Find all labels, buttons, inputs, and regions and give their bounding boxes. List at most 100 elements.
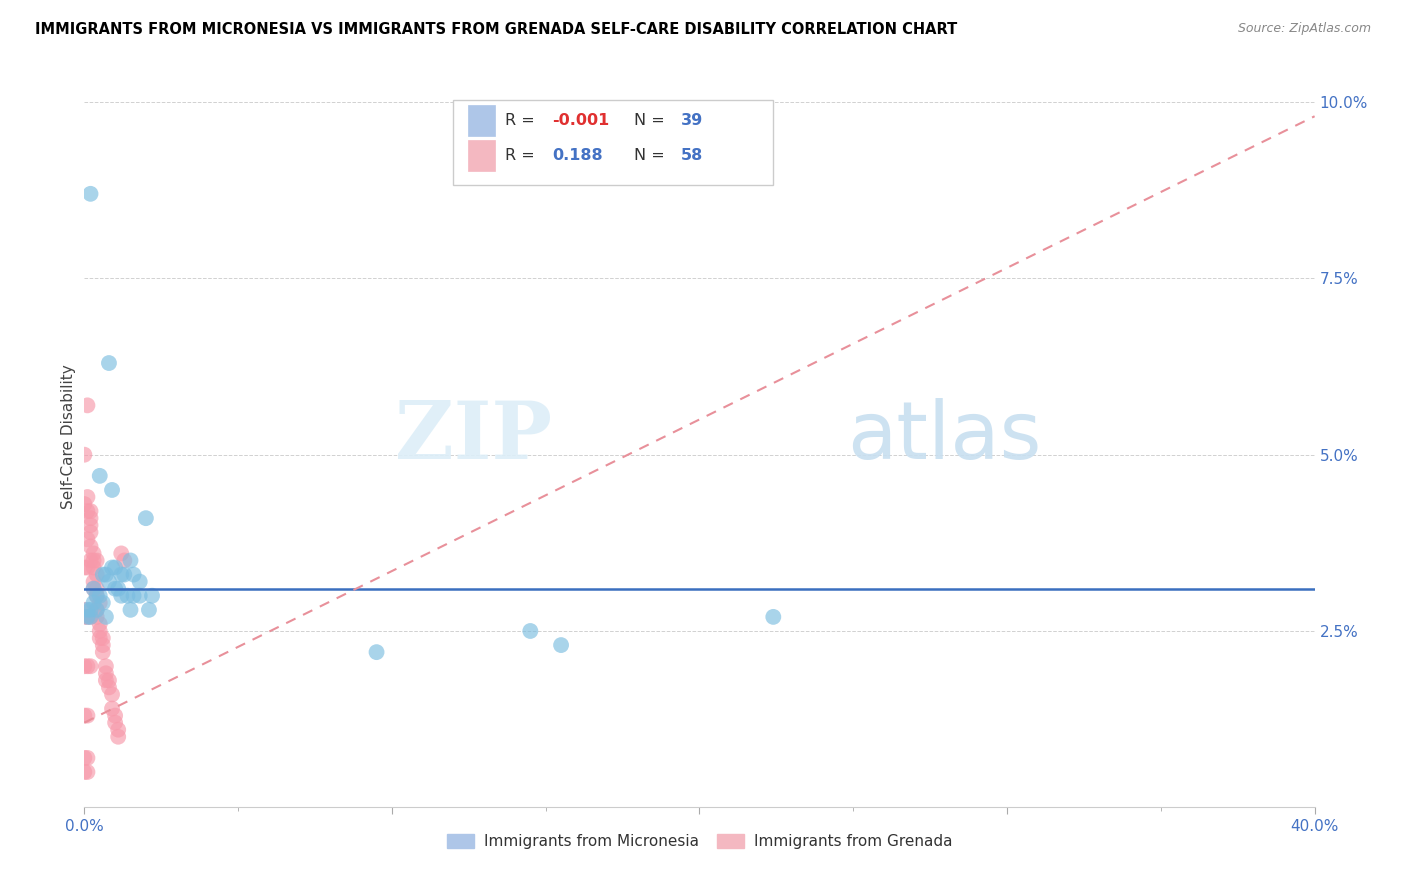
Text: 58: 58 [681, 148, 703, 163]
Point [83, 553, 105, 567]
Point [120, 603, 142, 617]
Point [89, 596, 111, 610]
Point [76, 751, 98, 765]
Point [101, 688, 124, 702]
Bar [468, 105, 495, 136]
Point [76, 603, 98, 617]
Point [91, 638, 114, 652]
Point [94, 567, 117, 582]
Text: N =: N = [634, 113, 671, 128]
Point [86, 610, 108, 624]
Point [94, 610, 117, 624]
Point [762, 610, 785, 624]
Point [83, 574, 105, 589]
Point [73, 708, 96, 723]
Point [122, 589, 145, 603]
FancyBboxPatch shape [454, 100, 773, 186]
Point [101, 701, 124, 715]
Point [135, 511, 157, 525]
Point [110, 567, 132, 582]
Point [86, 582, 108, 596]
Point [83, 582, 105, 596]
Text: ZIP: ZIP [395, 398, 553, 476]
Point [101, 483, 124, 497]
Point [91, 567, 114, 582]
Point [79, 504, 101, 518]
Point [141, 589, 163, 603]
Point [104, 708, 127, 723]
Point [94, 666, 117, 681]
Point [366, 645, 388, 659]
Point [519, 624, 541, 638]
Point [117, 589, 139, 603]
Y-axis label: Self-Care Disability: Self-Care Disability [60, 365, 76, 509]
Text: IMMIGRANTS FROM MICRONESIA VS IMMIGRANTS FROM GRENADA SELF-CARE DISABILITY CORRE: IMMIGRANTS FROM MICRONESIA VS IMMIGRANTS… [35, 22, 957, 37]
Point [76, 398, 98, 412]
Point [89, 631, 111, 645]
Point [104, 582, 127, 596]
Point [86, 589, 108, 603]
Point [76, 610, 98, 624]
Point [112, 567, 135, 582]
Point [76, 560, 98, 574]
Point [73, 448, 96, 462]
Point [83, 582, 105, 596]
Point [76, 504, 98, 518]
Point [79, 553, 101, 567]
Point [73, 560, 96, 574]
Point [86, 567, 108, 582]
Point [107, 723, 129, 737]
Text: 39: 39 [681, 113, 703, 128]
Point [73, 764, 96, 779]
Point [83, 560, 105, 574]
Point [110, 589, 132, 603]
Point [76, 659, 98, 673]
Point [91, 631, 114, 645]
Point [79, 610, 101, 624]
Point [86, 603, 108, 617]
Point [73, 497, 96, 511]
Point [128, 589, 150, 603]
Text: 0.188: 0.188 [553, 148, 603, 163]
Point [79, 540, 101, 554]
Point [79, 525, 101, 540]
Bar [468, 140, 495, 171]
Point [98, 356, 120, 370]
Point [138, 603, 160, 617]
Point [98, 681, 120, 695]
Text: atlas: atlas [848, 398, 1042, 476]
Point [76, 533, 98, 547]
Point [101, 560, 124, 574]
Point [104, 715, 127, 730]
Point [76, 764, 98, 779]
Point [89, 616, 111, 631]
Point [79, 511, 101, 525]
Point [73, 751, 96, 765]
Point [83, 596, 105, 610]
Point [98, 673, 120, 688]
Point [107, 582, 129, 596]
Point [104, 560, 127, 574]
Point [76, 490, 98, 504]
Point [86, 603, 108, 617]
Point [94, 673, 117, 688]
Point [79, 659, 101, 673]
Point [86, 553, 108, 567]
Point [98, 574, 120, 589]
Legend: Immigrants from Micronesia, Immigrants from Grenada: Immigrants from Micronesia, Immigrants f… [441, 828, 957, 855]
Point [94, 659, 117, 673]
Point [128, 574, 150, 589]
Text: -0.001: -0.001 [553, 113, 609, 128]
Point [79, 186, 101, 201]
Point [86, 589, 108, 603]
Point [76, 610, 98, 624]
Point [107, 730, 129, 744]
Point [73, 659, 96, 673]
Point [122, 567, 145, 582]
Point [89, 589, 111, 603]
Point [89, 624, 111, 638]
Point [112, 553, 135, 567]
Point [83, 546, 105, 560]
Point [91, 596, 114, 610]
Text: Source: ZipAtlas.com: Source: ZipAtlas.com [1237, 22, 1371, 36]
